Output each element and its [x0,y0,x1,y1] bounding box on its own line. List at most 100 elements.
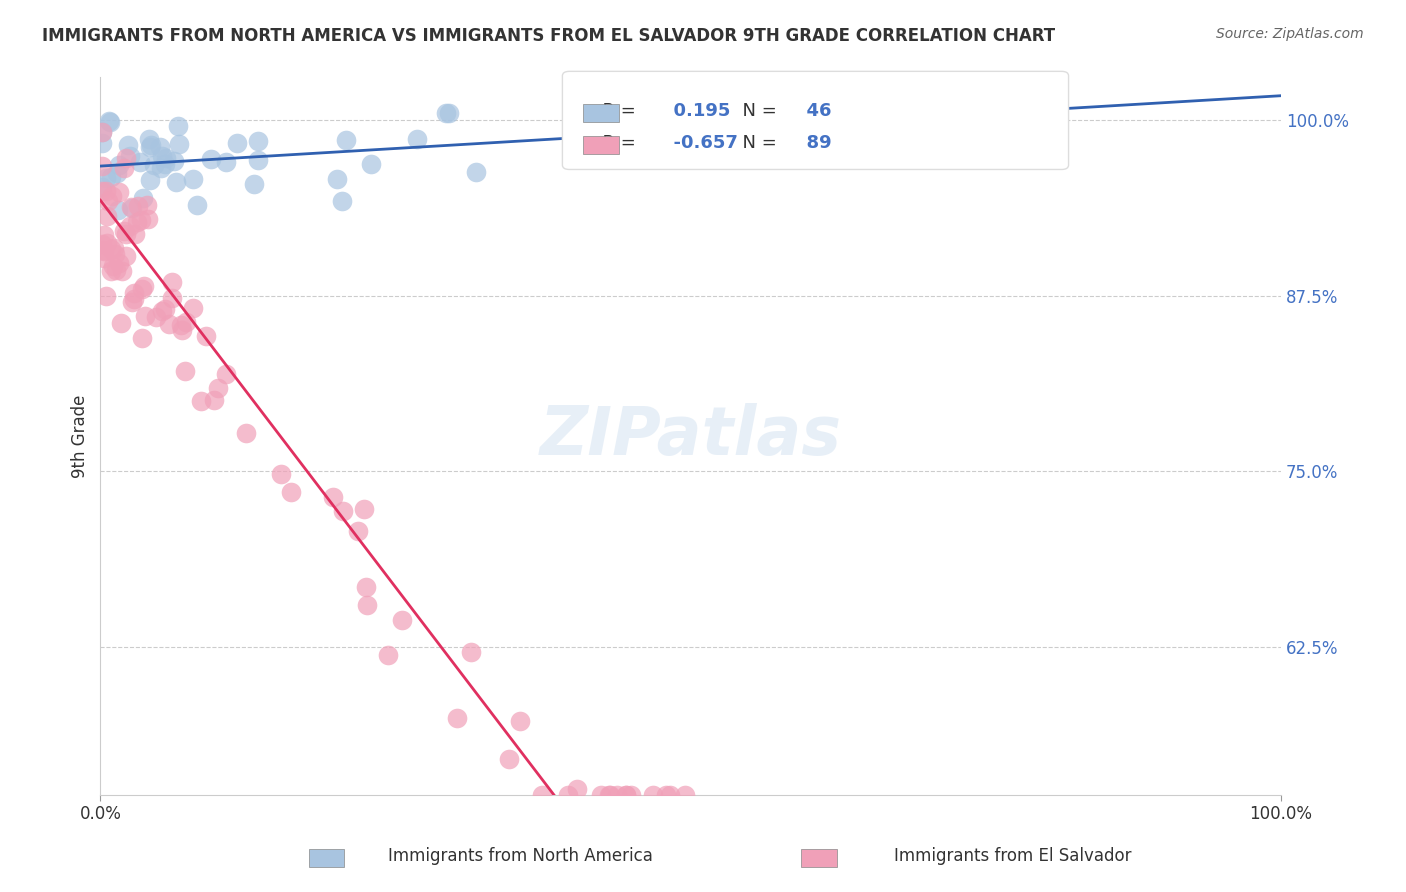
Point [96,209,118,223]
Point [207,381,229,395]
Text: IMMIGRANTS FROM NORTH AMERICA VS IMMIGRANTS FROM EL SALVADOR 9TH GRADE CORRELATI: IMMIGRANTS FROM NORTH AMERICA VS IMMIGRA… [42,27,1056,45]
Point [150,148,173,162]
Point [439,105,461,120]
Point [105,166,128,180]
Point [103,241,125,255]
Point [93,252,115,266]
Point [100,169,122,184]
Point [90,136,112,150]
Point [98,114,121,128]
Point [101,188,124,202]
Point [673,788,696,802]
Point [821,105,844,120]
Text: 0.195: 0.195 [661,103,730,120]
Point [215,367,238,381]
Text: ZIPatlas: ZIPatlas [540,403,842,469]
Point [120,200,142,214]
Point [131,331,153,345]
Point [614,788,637,802]
Point [155,151,177,165]
Point [280,484,302,499]
Point [90,125,112,139]
Point [120,148,142,162]
Point [90,185,112,199]
Point [565,782,588,797]
Point [90,159,112,173]
Point [330,194,353,209]
Text: N =: N = [731,103,778,120]
Point [139,140,162,154]
Point [122,285,145,300]
Point [183,171,205,186]
Y-axis label: 9th Grade: 9th Grade [72,394,89,478]
Point [90,180,112,194]
Point [121,201,143,215]
Text: Immigrants from North America: Immigrants from North America [388,847,652,865]
Text: R =: R = [591,134,636,152]
Point [186,198,208,212]
Point [115,227,138,241]
Point [129,154,152,169]
Text: -0.657: -0.657 [661,134,738,152]
Point [170,318,193,332]
Point [118,219,141,234]
Point [150,304,173,318]
Point [157,317,180,331]
Point [174,363,197,377]
Point [498,752,520,766]
Point [124,227,146,241]
Point [620,788,643,802]
Point [94,289,117,303]
Point [135,198,157,212]
Point [136,211,159,226]
Point [325,172,347,186]
Point [167,137,190,152]
Point [654,788,676,802]
Point [139,137,162,152]
Point [530,788,553,802]
Point [112,224,135,238]
Point [108,256,131,270]
Point [347,524,370,538]
Point [406,131,429,145]
Point [134,309,156,323]
Point [107,202,129,217]
Point [190,394,212,409]
Point [97,194,120,209]
Point [181,301,204,315]
Point [96,184,118,198]
Point [356,598,378,612]
Point [90,236,112,251]
Point [235,426,257,441]
Point [614,788,637,802]
Point [160,275,183,289]
Point [658,788,681,802]
Point [202,392,225,407]
Point [115,249,138,263]
Point [108,185,131,199]
Point [91,244,114,258]
Point [117,138,139,153]
Text: Source: ZipAtlas.com: Source: ZipAtlas.com [1216,27,1364,41]
Text: 46: 46 [794,103,832,120]
Point [465,165,488,179]
Point [100,242,122,256]
Point [247,134,270,148]
Point [215,155,238,169]
Point [96,236,118,251]
Point [332,503,354,517]
Point [641,788,664,802]
Point [155,156,177,170]
Point [353,502,375,516]
Point [243,178,266,192]
Point [446,711,468,725]
Point [149,140,172,154]
Point [98,115,121,129]
Point [606,788,628,802]
Text: R =: R = [591,103,636,120]
Point [153,301,176,316]
Point [131,282,153,296]
Point [145,310,167,325]
Point [377,648,399,662]
Point [434,105,457,120]
